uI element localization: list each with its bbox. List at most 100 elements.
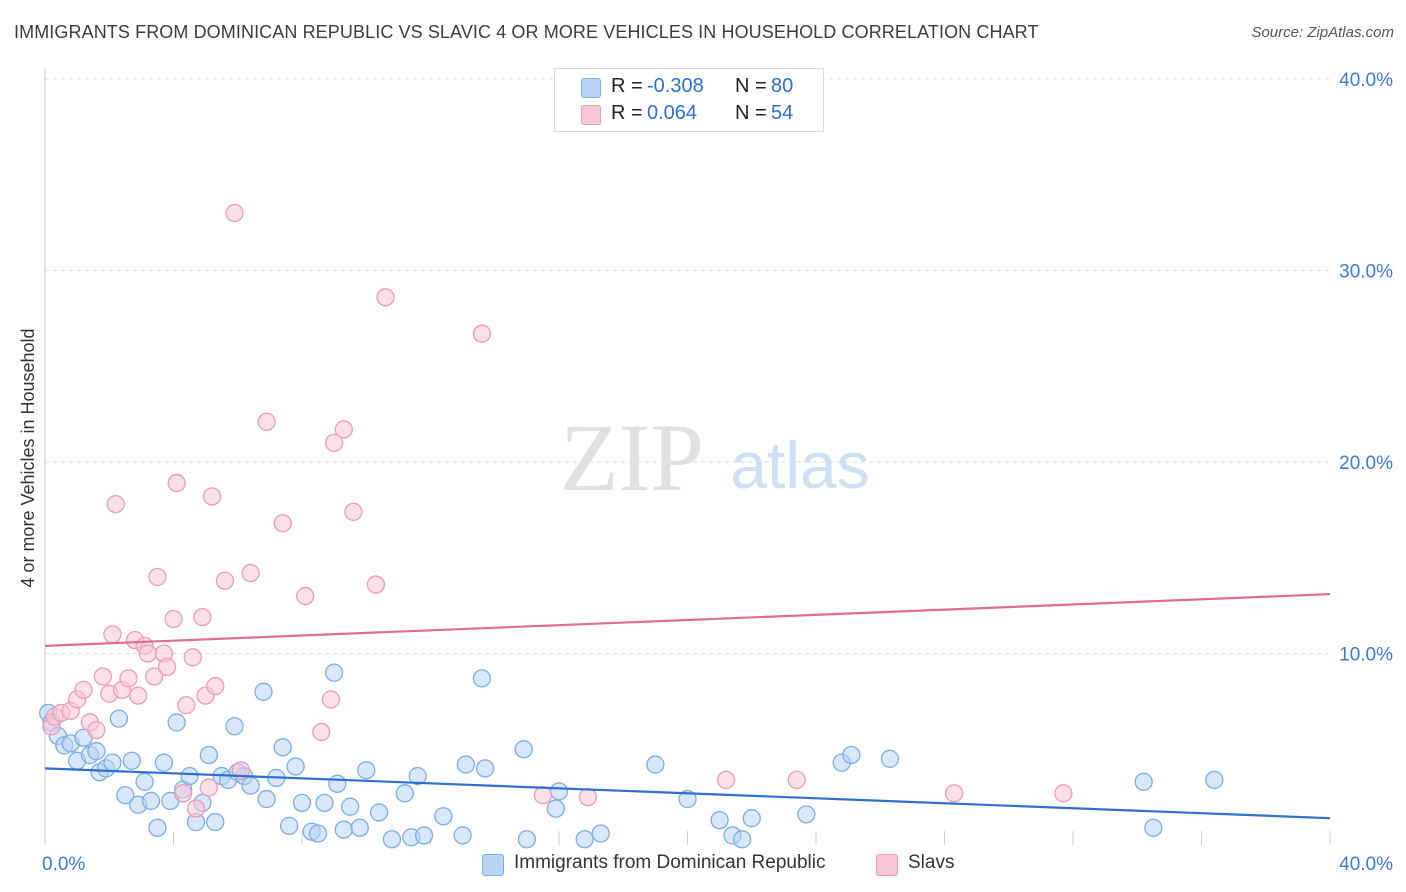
- watermark: ZIP atlas: [560, 404, 870, 511]
- trend-layer: [44, 593, 1331, 820]
- dominican-point: [241, 776, 260, 795]
- y-tick-label: 20.0%: [1339, 453, 1393, 474]
- dominican-point: [254, 682, 273, 701]
- dominican-point: [369, 803, 389, 822]
- dominican-point: [206, 812, 225, 832]
- dominican-point: [517, 830, 537, 849]
- dominican-point: [434, 807, 453, 826]
- dominican-point: [273, 738, 292, 757]
- dominican-point: [678, 789, 697, 809]
- dominican-point: [1134, 772, 1153, 791]
- dominican-point: [328, 774, 347, 793]
- dominican-point: [514, 740, 533, 759]
- slavs-point: [944, 784, 964, 803]
- slavs-point: [186, 799, 206, 818]
- slavs-point: [202, 487, 222, 506]
- dominican-point: [453, 826, 472, 845]
- dominican-point: [334, 820, 353, 839]
- slavs-point: [193, 607, 212, 627]
- axis-layer: 10.0% 20.0% 30.0% 40.0% 0.0% 40.0%: [42, 68, 1393, 875]
- dominican-trend-line: [44, 767, 1331, 820]
- dominican-point: [324, 663, 344, 682]
- pink-swatch-icon: [876, 854, 898, 876]
- watermark-atlas: atlas: [730, 428, 869, 502]
- legend-n-value: 80: [771, 75, 794, 97]
- slavs-point: [472, 324, 492, 343]
- dominican-point: [199, 745, 218, 765]
- slavs-point: [167, 473, 186, 493]
- dominican-point: [308, 824, 328, 843]
- slavs-point: [199, 778, 218, 797]
- slavs-point: [173, 784, 193, 803]
- legend-r-label: R =: [611, 102, 643, 124]
- dominican-point: [116, 786, 135, 805]
- dominican-point: [797, 805, 816, 824]
- slavs-point: [119, 669, 138, 688]
- slavs-point: [533, 786, 553, 805]
- dominican-point: [395, 784, 414, 803]
- dominican-point: [225, 717, 244, 736]
- correlation-legend: R = -0.308 N = 80 R = 0.064 N = 54: [554, 68, 824, 132]
- slavs-point: [106, 494, 125, 514]
- legend-n-value: 54: [771, 102, 794, 124]
- slavs-point: [321, 690, 341, 709]
- dominican-point: [456, 755, 475, 774]
- dominican-point: [279, 816, 299, 835]
- watermark-zip: ZIP: [560, 404, 704, 511]
- series-dominican-points: [39, 663, 1224, 849]
- source-credit: Source: ZipAtlas.com: [1251, 24, 1394, 41]
- dominican-point: [575, 830, 594, 849]
- slavs-point: [578, 787, 598, 807]
- chart-title: IMMIGRANTS FROM DOMINICAN REPUBLIC VS SL…: [14, 22, 1039, 42]
- dominican-point: [1205, 770, 1224, 790]
- slavs-point: [145, 667, 164, 686]
- series-slavs-points: [42, 203, 1073, 818]
- slavs-point: [273, 514, 292, 533]
- dominican-point: [257, 789, 276, 809]
- blue-swatch-icon: [581, 78, 601, 98]
- blue-swatch-icon: [482, 854, 504, 876]
- dominican-point: [546, 799, 565, 818]
- bottom-legend-label: Slavs: [908, 852, 955, 873]
- dominican-point: [341, 797, 360, 816]
- slavs-point: [324, 433, 344, 453]
- dominican-point: [880, 749, 900, 768]
- grid-layer: [45, 78, 1330, 654]
- dominican-point: [1144, 818, 1163, 837]
- x-tick-label: 0.0%: [42, 854, 85, 875]
- dominican-point: [141, 791, 161, 811]
- slavs-point: [366, 575, 386, 594]
- legend-r-label: R =: [611, 75, 643, 97]
- dominican-point: [292, 793, 312, 813]
- legend-n-label: N =: [735, 75, 767, 97]
- slavs-point: [334, 420, 353, 439]
- dominican-point: [408, 766, 427, 786]
- dominican-point: [382, 830, 402, 849]
- dominican-point: [122, 751, 141, 770]
- slavs-point: [93, 667, 112, 686]
- slavs-point: [138, 644, 157, 663]
- slavs-point: [164, 609, 183, 629]
- y-tick-label: 30.0%: [1339, 262, 1393, 283]
- slavs-point: [177, 696, 196, 715]
- dominican-point: [710, 810, 729, 830]
- slavs-point: [74, 680, 93, 700]
- bottom-legend-label: Immigrants from Dominican Republic: [514, 852, 826, 873]
- slavs-point: [231, 761, 251, 780]
- slavs-point: [129, 686, 148, 705]
- dominican-point: [148, 818, 167, 837]
- dominican-point: [350, 818, 369, 837]
- slavs-point: [183, 648, 202, 667]
- slavs-point: [87, 720, 106, 740]
- dominican-point: [154, 753, 174, 772]
- slavs-point: [1054, 784, 1073, 803]
- dominican-point: [180, 766, 199, 786]
- dominican-point: [646, 755, 665, 774]
- slavs-point: [716, 770, 736, 790]
- slavs-point: [215, 571, 235, 590]
- dominican-point: [414, 826, 434, 845]
- dominican-point: [475, 759, 495, 778]
- slavs-point: [225, 203, 244, 223]
- legend-n-label: N =: [735, 102, 767, 124]
- dominican-point: [286, 757, 305, 776]
